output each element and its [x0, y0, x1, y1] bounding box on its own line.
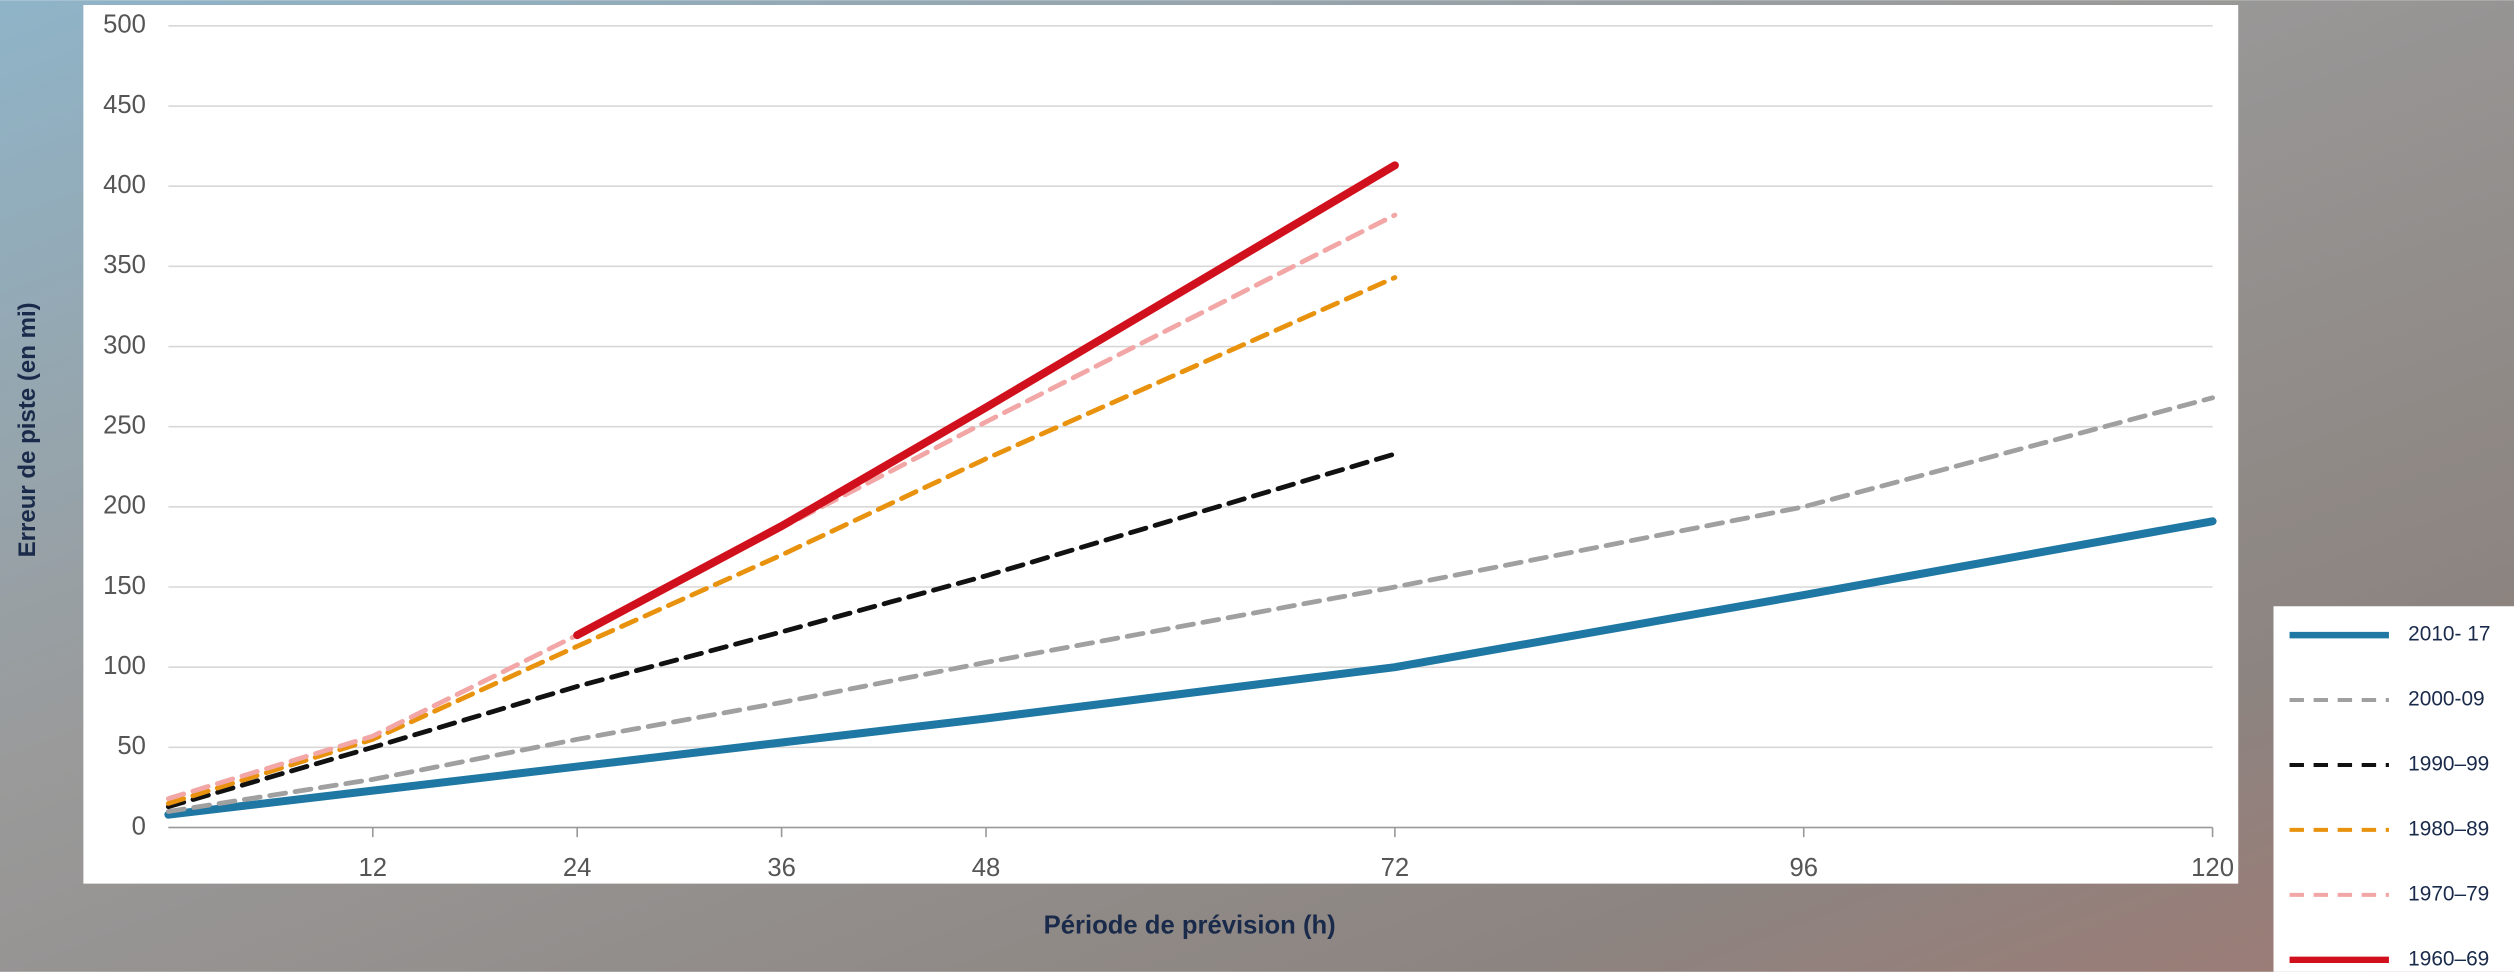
y-tick-label: 250	[103, 411, 146, 439]
x-tick-label: 36	[767, 854, 796, 882]
series-line	[165, 212, 1398, 802]
plot-background	[83, 5, 2239, 884]
series-line	[165, 395, 2215, 814]
series-line	[165, 451, 1398, 810]
legend-label: 1970–79	[2408, 882, 2489, 905]
y-tick-label: 150	[103, 572, 146, 600]
x-tick-label: 24	[563, 854, 592, 882]
y-tick-label: 200	[103, 492, 146, 520]
legend-label: 2010- 17	[2408, 623, 2490, 646]
y-tick-label: 100	[103, 652, 146, 680]
x-tick-label: 12	[359, 854, 388, 882]
y-tick-label: 0	[132, 812, 146, 840]
y-tick-label: 400	[103, 171, 146, 199]
legend-label: 1990–99	[2408, 752, 2489, 775]
legend-label: 2000-09	[2408, 688, 2484, 711]
series-line	[164, 517, 2217, 819]
series-line	[165, 275, 1398, 806]
y-tick-label: 50	[117, 732, 146, 760]
x-tick-label: 120	[2191, 854, 2234, 882]
legend-background	[2273, 606, 2514, 972]
y-tick-label: 350	[103, 251, 146, 279]
legend-label: 1980–89	[2408, 817, 2489, 840]
y-tick-label: 500	[103, 11, 146, 39]
y-axis-title: Erreur de piste (en mi)	[14, 302, 41, 557]
y-tick-label: 300	[103, 331, 146, 359]
x-tick-label: 48	[972, 854, 1001, 882]
x-tick-label: 72	[1381, 854, 1410, 882]
x-tick-label: 96	[1789, 854, 1818, 882]
x-axis-title: Période de prévision (h)	[1044, 912, 1336, 940]
y-tick-label: 450	[103, 91, 146, 119]
series-line	[573, 161, 1399, 640]
legend-label: 1960–69	[2408, 947, 2489, 970]
